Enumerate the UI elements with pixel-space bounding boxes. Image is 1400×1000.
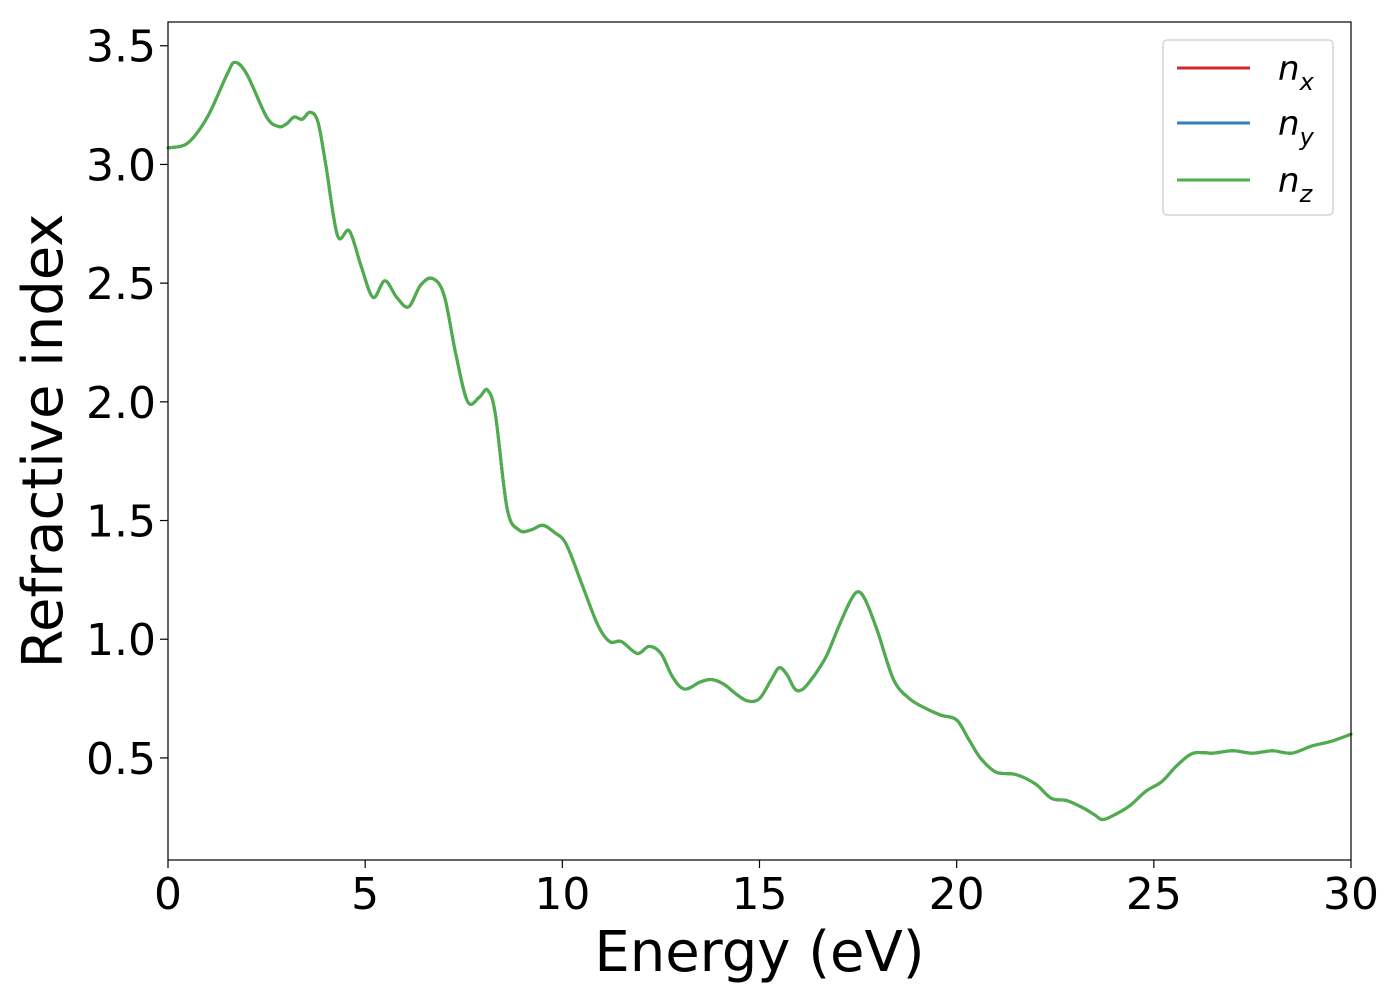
- plot-area: [166, 60, 1353, 822]
- axes-frame: [167, 21, 1352, 861]
- x-tick-label: 15: [732, 869, 788, 920]
- x-tick-label: 10: [534, 869, 590, 920]
- legend-label: nx: [1278, 49, 1315, 96]
- legend: nx ny nz: [1162, 39, 1334, 216]
- y-tick-label: 2.0: [86, 378, 156, 429]
- series-line-n-z: [166, 60, 1353, 822]
- x-tick-label: 0: [154, 869, 182, 920]
- legend-box: [1162, 39, 1334, 216]
- y-tick-label: 0.5: [86, 734, 156, 785]
- y-tick-label: 1.5: [86, 497, 156, 548]
- x-tick-label: 30: [1323, 869, 1379, 920]
- y-axis-ticks: 0.5 1.0 1.5 2.0 2.5 3.0 3.5: [86, 22, 168, 785]
- x-tick-label: 25: [1126, 869, 1182, 920]
- y-tick-label: 1.0: [86, 615, 156, 666]
- x-axis-ticks: 0 5 10 15 20 25 30: [154, 860, 1379, 920]
- legend-label: ny: [1278, 104, 1315, 151]
- y-axis-label: Refractive index: [11, 214, 76, 669]
- x-tick-label: 5: [351, 869, 379, 920]
- x-tick-label: 20: [929, 869, 985, 920]
- legend-label: nz: [1278, 161, 1314, 208]
- y-tick-label: 3.0: [86, 140, 156, 191]
- y-tick-label: 3.5: [86, 22, 156, 73]
- y-tick-label: 2.5: [86, 259, 156, 310]
- x-axis-label: Energy (eV): [594, 920, 924, 985]
